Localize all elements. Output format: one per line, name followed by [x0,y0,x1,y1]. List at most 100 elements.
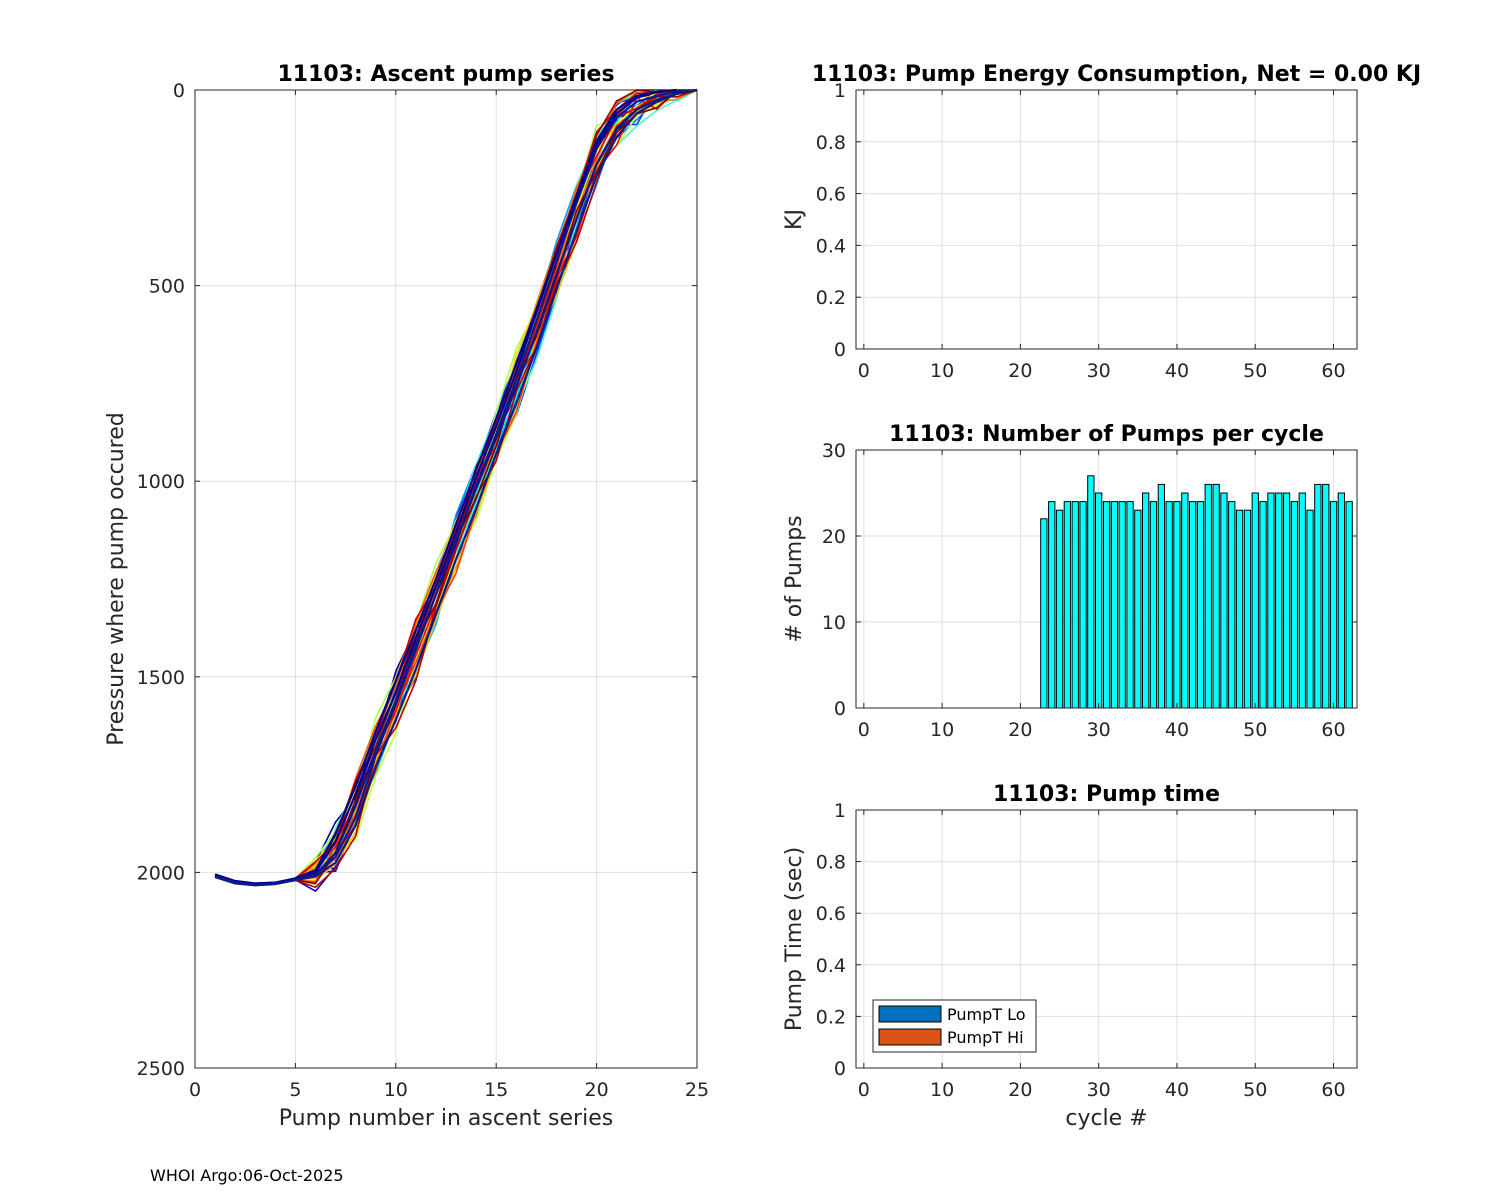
energy-xtick-label: 60 [1321,360,1345,382]
pumptime-ytick-label: 0.8 [816,852,846,874]
ascent-xtick-label: 15 [484,1079,508,1101]
pumptime-legend-swatch [878,1005,942,1023]
pumps-ytick-label: 20 [822,526,846,548]
energy-xtick-label: 30 [1087,360,1111,382]
pumps-bar [1071,501,1079,709]
ascent-grid [194,89,698,1069]
pumps-ytick-label: 10 [822,612,846,634]
ascent-series [214,88,698,892]
pumps-bar [1235,509,1244,709]
ascent-ylabel: Pressure where pump occured [104,412,129,745]
pumps-bar [1345,501,1353,709]
pumps-bar [1048,501,1056,709]
pumps-bar [1220,492,1228,709]
footer-stamp: WHOI Argo:06-Oct-2025 [150,1166,344,1185]
energy-xtick-label: 0 [858,360,870,382]
pumptime-title: 11103: Pump time [993,782,1220,807]
ascent-xtick-label: 5 [289,1079,301,1101]
energy-title: 11103: Pump Energy Consumption, Net = 0.… [812,62,1421,87]
pumps-xtick-label: 50 [1243,719,1267,741]
pumps-bar [1079,501,1087,709]
energy-ytick-label: 0 [834,339,846,361]
ascent-ytick-label: 500 [149,276,185,298]
pumps-bar [1329,501,1338,709]
pumps-bar [1196,501,1205,709]
pumptime-ylabel: Pump Time (sec) [782,847,807,1031]
pumptime-ytick-label: 0.2 [816,1006,846,1028]
pumps-bar [1157,483,1165,709]
energy-xtick-label: 10 [930,360,954,382]
pumps-bar [1126,501,1134,709]
ascent-ticks: 0 5 10 15 20 25 0 500 1000 1500 2000 2500 [137,80,709,1101]
pumps-bar [1118,501,1126,709]
pumps-xtick-label: 20 [1008,719,1032,741]
pumptime-chart: 0 10 20 30 40 50 60 0 0.2 0.4 0.6 0.8 1 11103: Pump … [782,782,1358,1131]
pumps-bar [1181,492,1189,709]
pumps-bar [1275,492,1283,709]
pumptime-xtick-label: 40 [1165,1079,1189,1101]
pumptime-axes-frame [855,809,1358,1069]
pumps-bar [1134,509,1142,709]
pumps-bar [1173,501,1181,709]
pumptime-xtick-label: 30 [1087,1079,1111,1101]
ascent-ytick-label: 1000 [137,471,185,493]
energy-plot-area [856,90,1357,349]
pumptime-ticks: 0 10 20 30 40 50 60 0 0.2 0.4 0.6 0.8 1 [816,800,1357,1101]
pumps-bar [1298,492,1306,709]
pumps-bar [1282,492,1291,709]
ascent-title: 11103: Ascent pump series [277,62,614,87]
pumptime-xtick-label: 50 [1243,1079,1267,1101]
pumps-bar [1095,492,1103,709]
pumps-bar [1055,509,1064,709]
pumps-bar [1290,501,1298,709]
pumps-ytick-label: 0 [834,698,846,720]
pumps-axes-frame [855,449,1358,709]
energy-ytick-label: 1 [834,80,846,102]
pumps-bar [1087,475,1095,709]
pumps-ytick-label: 30 [822,440,846,462]
energy-xtick-label: 40 [1165,360,1189,382]
pumptime-legend-label: PumpT Lo [947,1005,1026,1024]
pumps-bar [1243,509,1252,709]
pumps-bar [1314,483,1322,709]
pumps-chart: 0 10 20 30 40 50 60 0 10 20 30 11103: Number of Pu… [782,422,1358,741]
pumps-ticks: 0 10 20 30 40 50 60 0 10 20 30 [822,440,1357,741]
energy-ylabel: KJ [782,209,807,230]
energy-ytick-label: 0.2 [816,287,846,309]
pumps-bar [1251,492,1259,709]
ascent-ytick-label: 0 [173,80,185,102]
pumptime-xtick-label: 0 [858,1079,870,1101]
ascent-xlabel: Pump number in ascent series [279,1106,613,1131]
pumptime-xtick-label: 20 [1008,1079,1032,1101]
pumps-bar [1110,501,1118,709]
pumps-xtick-label: 0 [858,719,870,741]
ascent-xtick-label: 20 [585,1079,609,1101]
pumptime-ytick-label: 1 [834,800,846,822]
pumptime-ytick-label: 0.4 [816,955,846,977]
pumps-bar [1040,518,1048,709]
pumps-bar [1189,501,1197,709]
pumps-bar [1228,501,1236,709]
pumps-bar [1149,501,1158,709]
pumptime-legend-label: PumpT Hi [947,1028,1024,1047]
pumps-bar [1337,492,1345,709]
ascent-series-line-dark [214,88,698,886]
pumps-xtick-label: 40 [1165,719,1189,741]
ascent-chart: 0 5 10 15 20 25 0 500 1000 1500 2000 2500 11103: As… [104,62,709,1131]
pumps-bar [1267,492,1275,709]
energy-xtick-label: 50 [1243,360,1267,382]
pumptime-xtick-label: 10 [930,1079,954,1101]
energy-ytick-label: 0.8 [816,132,846,154]
pumptime-legend-swatch [878,1028,942,1046]
energy-ticks: 0 10 20 30 40 50 60 0 0.2 0.4 0.6 0.8 1 [816,80,1357,382]
pumptime-ytick-label: 0.6 [816,903,846,925]
ascent-ytick-label: 2000 [137,862,185,884]
pumptime-ytick-label: 0 [834,1058,846,1080]
pumptime-xlabel: cycle # [1065,1106,1147,1131]
pumps-bar [1142,492,1150,709]
pumps-xtick-label: 10 [930,719,954,741]
ascent-ytick-label: 2500 [137,1058,185,1080]
pumps-xtick-label: 30 [1087,719,1111,741]
energy-ytick-label: 0.6 [816,184,846,206]
